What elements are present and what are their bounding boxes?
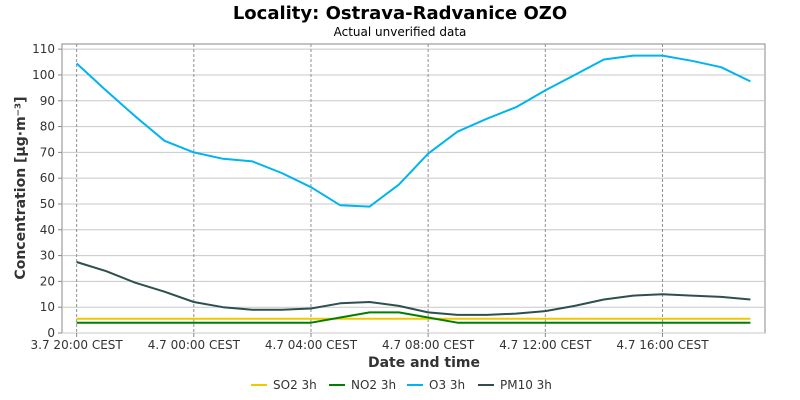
y-axis-ticks: 0 10 20 30 40 50 60 70 80 90 100 110: [32, 42, 62, 340]
y-tick-label: 80: [40, 120, 55, 134]
x-tick-label: 4.7 16:00 CEST: [616, 338, 709, 352]
x-tick-label: 3.7 20:00 CEST: [31, 338, 124, 352]
y-tick-label: 0: [47, 326, 55, 340]
y-tick-label: 110: [32, 42, 55, 56]
x-axis-label: Date and time: [368, 355, 480, 371]
chart-subtitle: Actual unverified data: [334, 25, 467, 39]
legend: SO2 3h NO2 3h O3 3h PM10 3h: [251, 378, 552, 392]
series-line-pm10-3h: [76, 261, 751, 316]
chart-title: Locality: Ostrava-Radvanice OZO: [233, 3, 567, 24]
y-tick-label: 90: [40, 94, 55, 108]
plot-area: [61, 43, 766, 334]
legend-item: PM10 3h: [478, 378, 552, 392]
legend-label: NO2 3h: [351, 378, 396, 392]
series-lines: [75, 54, 751, 324]
y-tick-label: 30: [40, 249, 55, 263]
legend-item: SO2 3h: [251, 378, 317, 392]
y-tick-label: 100: [32, 68, 55, 82]
series-line-no2-3h: [76, 311, 751, 324]
y-tick-label: 70: [40, 145, 55, 159]
legend-label: PM10 3h: [500, 378, 552, 392]
y-tick-label: 50: [40, 197, 55, 211]
y-tick-label: 60: [40, 171, 55, 185]
x-tick-label: 4.7 12:00 CEST: [499, 338, 592, 352]
x-axis-ticks: 3.7 20:00 CEST 4.7 00:00 CEST 4.7 04:00 CE…: [31, 333, 709, 352]
y-axis-label: Concentration [µg·m⁻³]: [13, 96, 29, 279]
x-tick-label: 4.7 04:00 CEST: [265, 338, 358, 352]
x-tick-label: 4.7 00:00 CEST: [148, 338, 241, 352]
legend-label: O3 3h: [429, 378, 465, 392]
y-tick-label: 40: [40, 223, 55, 237]
series-line-o3-3h: [75, 54, 751, 208]
legend-item: O3 3h: [407, 378, 465, 392]
legend-item: NO2 3h: [329, 378, 396, 392]
grid: [62, 44, 765, 334]
legend-label: SO2 3h: [273, 378, 317, 392]
x-tick-label: 4.7 08:00 CEST: [382, 338, 475, 352]
y-tick-label: 10: [40, 300, 55, 314]
y-tick-label: 20: [40, 274, 55, 288]
